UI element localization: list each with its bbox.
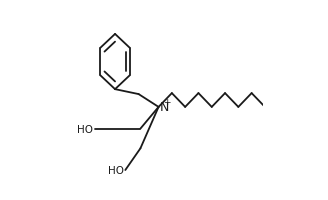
Text: N: N: [159, 100, 169, 113]
Text: +: +: [163, 98, 171, 107]
Text: HO: HO: [108, 165, 124, 175]
Text: HO: HO: [77, 124, 93, 134]
